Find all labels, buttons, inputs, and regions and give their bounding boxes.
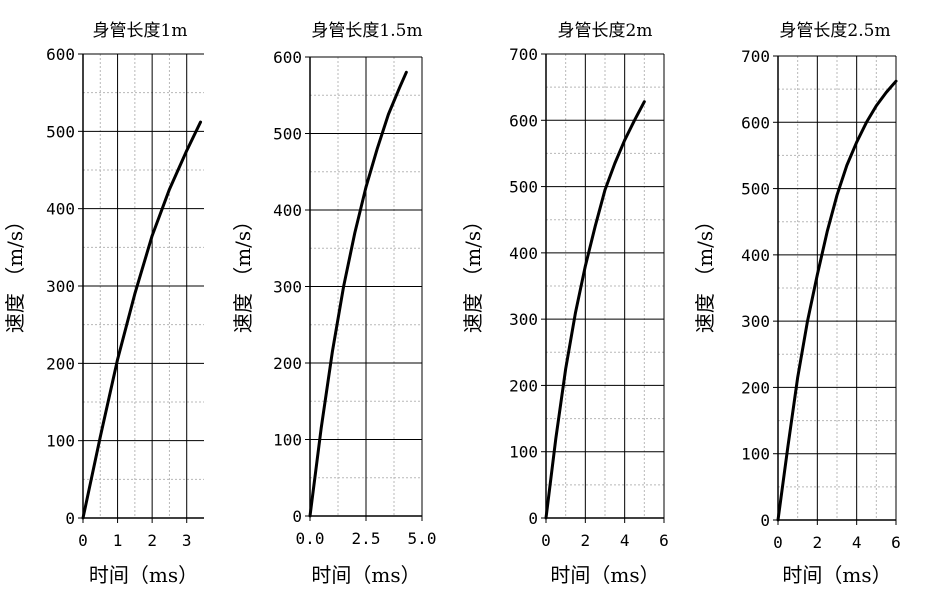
- y-tick-label: 100: [46, 432, 75, 451]
- y-tick-label: 700: [741, 47, 770, 66]
- chart-title: 身管长度1m: [93, 21, 188, 41]
- y-tick-label: 600: [46, 45, 75, 64]
- y-tick-label: 300: [509, 310, 538, 329]
- y-tick-label: 400: [46, 200, 75, 219]
- series-line: [81, 120, 203, 520]
- series-line: [776, 79, 898, 522]
- x-tick-label: 0: [78, 531, 88, 550]
- y-tick-label: 300: [46, 277, 75, 296]
- y-tick-label: 400: [273, 201, 302, 220]
- y-axis-label: 速度 （m/s）: [461, 211, 485, 333]
- chart-panel-1: 0 100 200 300 400 500 600 0 1 2 3 身管长度1m 时间（ms） 速度 （m…: [3, 21, 204, 587]
- x-tick-label: 2: [813, 533, 823, 552]
- x-tick-label: 3: [182, 531, 192, 550]
- y-tick-label: 600: [509, 111, 538, 130]
- y-tick-label: 300: [273, 278, 302, 297]
- chart-title: 身管长度1.5m: [311, 21, 422, 41]
- x-tick-label: 5.0: [408, 529, 437, 548]
- y-tick-label: 0: [292, 507, 302, 526]
- y-tick-label: 100: [741, 445, 770, 464]
- x-tick-label: 0: [773, 533, 783, 552]
- x-axis-label: 时间（ms）: [311, 563, 420, 587]
- x-tick-label: 1: [113, 531, 123, 550]
- y-tick-label: 500: [273, 125, 302, 144]
- chart-title: 身管长度2.5m: [779, 21, 890, 41]
- y-tick-label: 100: [509, 443, 538, 462]
- y-tick-label: 400: [741, 246, 770, 265]
- x-tick-label: 2.5: [352, 529, 381, 548]
- chart-panel-3: 0 100 200 300 400 500 600 700 0 2 4 6 身管长度2m 时间（ms） 速度…: [461, 21, 669, 587]
- x-tick-label: 0: [541, 531, 551, 550]
- series-line: [308, 70, 408, 518]
- x-axis-label: 时间（ms）: [89, 563, 198, 587]
- chart-title: 身管长度2m: [558, 21, 653, 41]
- y-tick-label: 200: [741, 378, 770, 397]
- x-tick-label: 4: [852, 533, 862, 552]
- y-tick-label: 0: [65, 509, 75, 528]
- y-tick-label: 500: [509, 178, 538, 197]
- chart-panel-2: 0 100 200 300 400 500 600 0.0 2.5 5.0 身管长度1.5m 时间（m…: [231, 21, 436, 587]
- y-tick-label: 0: [760, 511, 770, 530]
- x-tick-label: 6: [891, 533, 901, 552]
- y-tick-label: 200: [509, 376, 538, 395]
- x-tick-label: 4: [620, 531, 630, 550]
- x-axis-label: 时间（ms）: [550, 563, 659, 587]
- y-tick-label: 700: [509, 45, 538, 64]
- y-tick-label: 500: [46, 122, 75, 141]
- y-tick-label: 400: [509, 244, 538, 263]
- y-tick-label: 500: [741, 180, 770, 199]
- y-tick-label: 300: [741, 312, 770, 331]
- x-tick-label: 2: [147, 531, 157, 550]
- chart-panel-4: 0 100 200 300 400 500 600 700 0 2 4 6 身管长度2.5m 时间（ms）…: [693, 21, 901, 587]
- x-tick-label: 0.0: [296, 529, 325, 548]
- x-axis-label: 时间（ms）: [782, 563, 891, 587]
- y-axis-label: 速度 （m/s）: [231, 211, 255, 333]
- y-tick-label: 200: [273, 354, 302, 373]
- y-axis-label: 速度 （m/s）: [3, 211, 27, 333]
- y-tick-label: 600: [741, 113, 770, 132]
- y-tick-label: 0: [528, 509, 538, 528]
- y-axis-label: 速度 （m/s）: [693, 211, 717, 333]
- x-tick-label: 2: [581, 531, 591, 550]
- y-tick-label: 600: [273, 48, 302, 67]
- x-tick-label: 6: [659, 531, 669, 550]
- series-line: [544, 100, 646, 520]
- y-tick-label: 200: [46, 354, 75, 373]
- y-tick-label: 100: [273, 431, 302, 450]
